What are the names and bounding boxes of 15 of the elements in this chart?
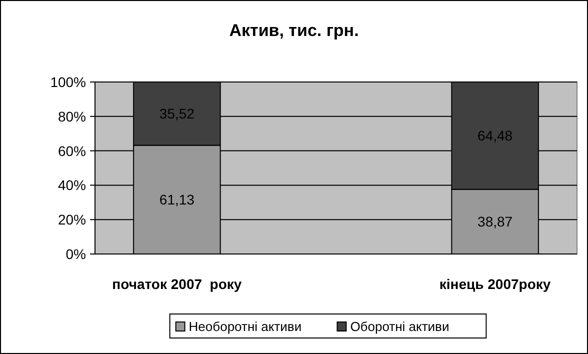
legend-label: Оборотні активи: [350, 319, 450, 334]
y-tick-label: 100%: [50, 74, 86, 90]
y-tick-label: 60%: [58, 142, 86, 159]
chart-title: Актив, тис. грн.: [229, 21, 359, 40]
y-tick-label: 40%: [58, 177, 86, 194]
y-tick-label: 0%: [66, 246, 86, 262]
y-tick-label: 80%: [58, 108, 86, 124]
x-tick-label: кінець 2007року: [439, 276, 551, 292]
x-tick-label: початок 2007 року: [112, 276, 242, 292]
annotation: 64,48: [478, 128, 513, 144]
annotation: 35,52: [159, 106, 195, 122]
legend-label: Необоротні активи: [188, 319, 302, 334]
annotation: 38,87: [478, 214, 513, 230]
y-tick-label: 20%: [58, 212, 86, 228]
annotation: 61,13: [159, 192, 195, 208]
